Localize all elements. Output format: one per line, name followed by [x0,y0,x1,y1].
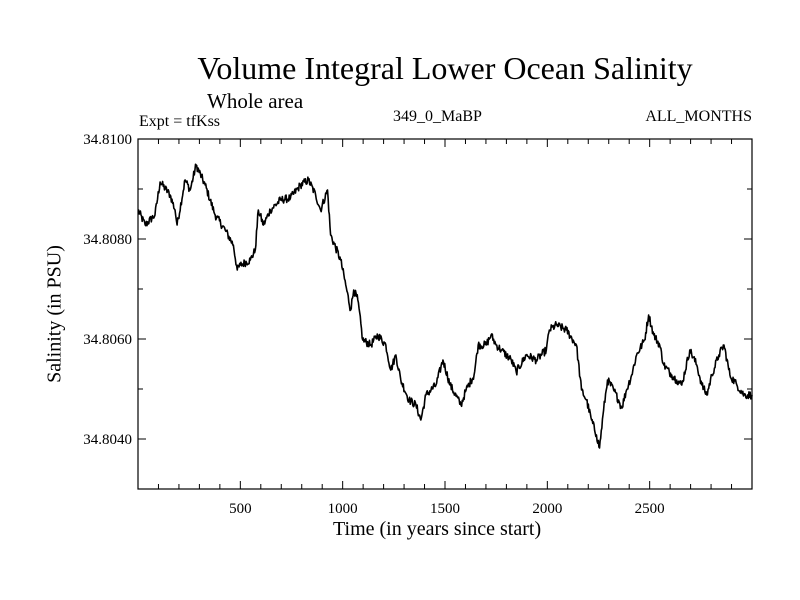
x-tick-label: 1000 [328,501,358,517]
x-tick-label: 1500 [430,501,460,517]
axis-ticks [138,139,752,489]
x-tick-label: 500 [229,501,252,517]
y-tick-label: 34.8100 [83,132,132,148]
y-tick-label: 34.8040 [83,432,132,448]
plot-frame [137,138,753,490]
months-label: ALL_MONTHS [645,108,752,125]
series-group [137,163,753,449]
x-tick-label: 2000 [532,501,562,517]
experiment-label: Expt = tfKss [139,113,221,130]
y-tick-label: 34.8060 [83,332,132,348]
x-tick-label: 2500 [635,501,665,517]
chart-subtitle: Whole area [207,89,304,113]
chart-title: Volume Integral Lower Ocean Salinity [197,50,693,86]
x-axis-label: Time (in years since start) [333,518,542,540]
tick-labels: 500 1000 1500 2000 2500 34.8040 34.8060 34.8080… [83,132,664,517]
series-line-salinity [137,163,753,449]
y-tick-label: 34.8080 [83,232,132,248]
case-label: 349_0_MaBP [393,108,482,125]
